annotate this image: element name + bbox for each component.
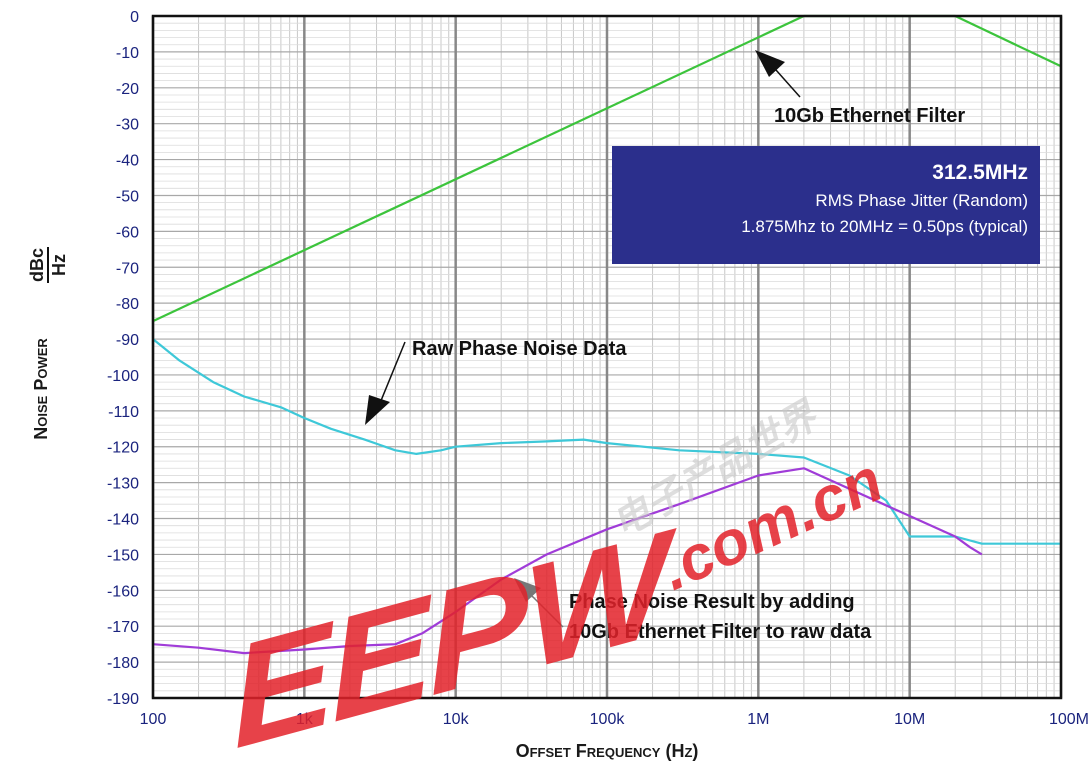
- y-axis-unit-numerator: dBc: [27, 248, 47, 282]
- y-tick-label: -90: [116, 332, 139, 349]
- y-tick-label: -60: [116, 224, 139, 241]
- annotation-result-line1: Phase Noise Result by adding: [569, 591, 855, 613]
- y-tick-label: -140: [107, 512, 139, 529]
- x-axis-title: Offset Frequency (Hz): [516, 741, 699, 761]
- series-filtered-result: [152, 467, 983, 655]
- x-tick-label: 10k: [443, 711, 470, 728]
- y-tick-label: -180: [107, 655, 139, 672]
- y-tick-label: -80: [116, 296, 139, 313]
- annotation-ethernet-filter-arrowhead: [755, 50, 785, 77]
- info-jitter-type: RMS Phase Jitter (Random): [815, 191, 1028, 210]
- plot-frame: [151, 14, 1063, 700]
- y-tick-label: -30: [116, 117, 139, 134]
- x-tick-label: 1k: [296, 711, 314, 728]
- y-axis-ticks: 0 -10 -20 -30 -40 -50 -60 -70 -80 -90 -100 -110 -120…: [107, 9, 139, 708]
- x-tick-label: 100: [140, 711, 167, 728]
- y-tick-label: -190: [107, 691, 139, 708]
- x-tick-label: 10M: [894, 711, 925, 728]
- y-tick-label: -110: [108, 404, 139, 421]
- info-frequency: 312.5MHz: [932, 161, 1028, 184]
- y-tick-label: -20: [116, 81, 139, 98]
- annotation-result-arrowhead: [514, 578, 541, 602]
- annotation-raw-phase-noise: Raw Phase Noise Data: [412, 338, 627, 360]
- x-tick-label: 100M: [1049, 711, 1089, 728]
- series-raw-phase-noise: [152, 338, 1061, 545]
- y-tick-label: -100: [107, 368, 139, 385]
- y-axis-title: Noise Power dBc Hz: [27, 247, 69, 440]
- annotation-raw-phase-noise-arrow: [377, 341, 406, 409]
- info-jitter-value: 1.875Mhz to 20MHz = 0.50ps (typical): [741, 217, 1028, 236]
- y-axis-title-main: Noise Power: [31, 338, 51, 440]
- y-tick-label: -40: [116, 153, 139, 170]
- x-tick-label: 100k: [590, 711, 626, 728]
- plot-grid: [151, 15, 1063, 699]
- y-tick-label: -130: [107, 476, 139, 493]
- y-tick-label: -50: [116, 188, 139, 205]
- annotation-result-line2: 10Gb Ethernet Filter to raw data: [569, 621, 872, 643]
- x-axis-ticks: 100 1k 10k 100k 1M 10M 100M: [140, 711, 1089, 728]
- annotation-ethernet-filter: 10Gb Ethernet Filter: [774, 105, 965, 127]
- y-tick-label: -120: [107, 440, 139, 457]
- rms-jitter-info-box: 312.5MHz RMS Phase Jitter (Random) 1.875…: [612, 146, 1040, 264]
- y-tick-label: -70: [116, 260, 139, 277]
- x-tick-label: 1M: [747, 711, 769, 728]
- y-tick-label: 0: [130, 9, 139, 26]
- y-tick-label: -10: [116, 45, 139, 62]
- y-tick-label: -150: [107, 547, 139, 564]
- y-tick-label: -160: [107, 583, 139, 600]
- annotation-raw-phase-noise-arrowhead: [365, 395, 390, 425]
- y-tick-label: -170: [107, 619, 139, 636]
- y-axis-unit-denominator: Hz: [49, 254, 69, 276]
- phase-noise-chart: 0 -10 -20 -30 -40 -50 -60 -70 -80 -90 -100 -110 -120…: [27, 9, 1089, 761]
